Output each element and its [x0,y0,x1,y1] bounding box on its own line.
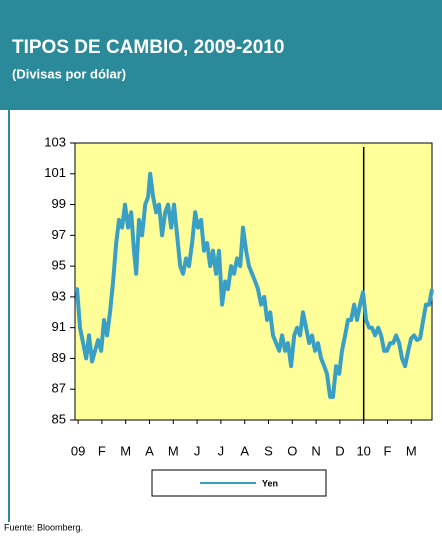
chart-subtitle: (Divisas por dólar) [12,66,126,81]
x-tick-label: A [240,443,249,458]
series-line [75,171,434,399]
y-tick-label: 89 [52,350,66,365]
y-tick-label: 87 [52,381,66,396]
x-tick-label: M [168,443,179,458]
left-border [8,110,10,522]
x-tick-label: 10 [356,443,370,458]
x-tick-label: S [264,443,273,458]
x-tick-label: M [120,443,131,458]
y-tick-label: 85 [52,411,66,426]
x-tick-label: J [194,443,201,458]
chart-title: TIPOS DE CAMBIO, 2009-2010 [12,37,284,58]
x-tick-label: O [287,443,297,458]
y-tick-label: 95 [52,258,66,273]
y-tick-label: 97 [52,227,66,242]
legend-label: Yen [262,478,278,488]
y-tick-label: 103 [44,134,66,149]
y-tick-label: 91 [52,319,66,334]
x-tick-label: F [98,443,106,458]
y-tick-label: 93 [52,288,66,303]
y-tick-label: 99 [52,196,66,211]
x-tick-label: A [145,443,154,458]
x-tick-label: N [311,443,320,458]
x-tick-label: M [406,443,417,458]
header-band [0,0,442,110]
y-tick-label: 101 [44,165,66,180]
x-tick-label: D [335,443,344,458]
x-tick-label: 09 [71,443,85,458]
x-tick-label: F [384,443,392,458]
source-note: Fuente: Bloomberg. [4,522,83,532]
x-tick-label: J [218,443,225,458]
